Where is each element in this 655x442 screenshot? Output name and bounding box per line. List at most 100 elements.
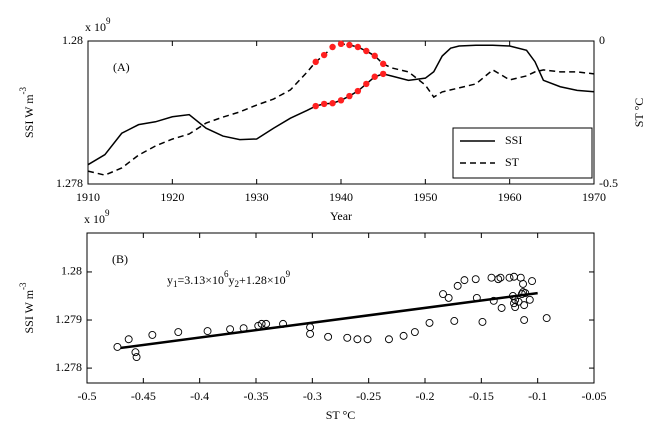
multiplier-base: x 10	[85, 20, 106, 34]
x-tick-label: 1920	[160, 190, 184, 204]
scatter-point	[494, 275, 503, 284]
scatter-point	[519, 280, 527, 288]
scatter-point	[520, 316, 529, 324]
scatter-point	[497, 304, 506, 312]
scatter-point	[148, 330, 157, 339]
panel-title: (B)	[112, 252, 128, 266]
y-tick-label: 1.278	[55, 360, 82, 374]
x-tick-label: -0.2	[416, 389, 435, 403]
x-tick-label: -0.3	[303, 389, 322, 403]
y-tick-label: 1.28	[62, 33, 83, 47]
scatter-point	[324, 332, 333, 341]
highlight-dot	[312, 58, 319, 66]
equation-part: y	[167, 273, 173, 287]
scatter-point	[343, 333, 352, 342]
highlight-dot	[329, 100, 336, 107]
highlight-dot	[320, 100, 328, 108]
x-tick-label: -0.45	[131, 389, 156, 403]
scatter-point	[487, 273, 496, 282]
scatter-point	[439, 290, 447, 299]
highlight-dot	[337, 97, 345, 104]
scatter-point	[353, 335, 362, 344]
highlight-dot	[379, 60, 387, 68]
scatter-point	[226, 325, 235, 334]
series-line	[87, 43, 595, 176]
axis-multiplier: x 109	[85, 16, 111, 34]
highlight-dot	[320, 51, 328, 59]
highlight-dot	[312, 102, 319, 110]
scatter-point	[174, 328, 183, 336]
y2-axis-label: ST °C	[632, 98, 646, 128]
highlight-dot	[329, 43, 336, 51]
legend-label: ST	[505, 155, 520, 169]
scatter-point	[514, 297, 523, 306]
equation-part: 6	[224, 269, 229, 279]
scatter-point	[262, 319, 271, 328]
x-tick-label: -0.05	[582, 389, 607, 403]
highlight-dot	[371, 73, 378, 80]
scatter-point	[542, 314, 551, 323]
highlight-dot	[337, 40, 345, 48]
x-tick-label: -0.1	[528, 389, 547, 403]
scatter-point	[453, 281, 462, 290]
y-label-text: SSI W m	[22, 94, 36, 138]
y2-tick-label: -0.5	[599, 176, 618, 190]
multiplier-exp: 9	[106, 16, 111, 26]
panel: -0.5 -0.45 -0.4 -0.35 -0.3 -0.25 -0.2 -0.15 -0.1…	[18, 208, 606, 422]
equation-part: 9	[286, 269, 291, 279]
highlight-dot	[379, 70, 387, 78]
y-label-exp: -3	[18, 282, 28, 290]
scatter-point	[425, 318, 434, 327]
x-axis-label: Year	[330, 209, 352, 223]
multiplier-exp: 9	[105, 208, 110, 218]
scatter-point	[363, 335, 372, 344]
x-tick-label: -0.4	[190, 389, 209, 403]
scatter-point	[132, 353, 141, 361]
y-label-exp: -3	[18, 86, 28, 94]
legend-label: SSI	[505, 133, 522, 147]
y-tick-label: 1.28	[61, 264, 82, 278]
x-tick-label: 1940	[329, 190, 353, 204]
scatter-point	[471, 275, 480, 284]
highlight-dot	[354, 43, 362, 51]
scatter-point	[257, 319, 266, 328]
x-tick-label: -0.15	[469, 389, 494, 403]
y-tick-label: 1.279	[55, 312, 82, 326]
highlight-dot	[371, 52, 378, 60]
x-tick-label: 1970	[582, 190, 606, 204]
scatter-point	[489, 296, 498, 305]
scatter-point	[520, 301, 529, 310]
scatter-point	[511, 303, 520, 311]
x-tick-label: -0.5	[78, 389, 97, 403]
fit-line	[120, 291, 538, 350]
scatter-point	[410, 328, 419, 336]
legend-box	[452, 127, 593, 179]
scatter-point	[510, 299, 518, 308]
equation-part: +1.28×10	[239, 273, 286, 287]
scatter-point	[124, 335, 133, 344]
scatter-point	[113, 342, 122, 351]
highlight-dot	[346, 41, 353, 49]
equation-part: 1	[173, 279, 178, 289]
scatter-point	[478, 317, 487, 326]
x-tick-label: 1930	[245, 190, 269, 204]
x-tick-label: 1910	[76, 190, 100, 204]
scatter-point	[444, 293, 453, 302]
scatter-point	[203, 327, 212, 336]
scatter-point	[496, 273, 505, 282]
scatter-point	[399, 331, 408, 340]
equation-part: y	[229, 273, 235, 287]
scatter-point	[384, 335, 393, 344]
equation-part: 2	[235, 279, 240, 289]
scatter-point	[450, 317, 459, 325]
scatter-point	[505, 273, 514, 282]
highlight-dot	[354, 87, 362, 95]
scatter-point	[131, 348, 140, 357]
highlight-dot	[363, 47, 370, 55]
plot-frame	[86, 232, 595, 384]
panel: 1910 1920 1930 1940 1950 1960 1970 1.278 1.28 -0.…	[18, 16, 646, 223]
panel-title: (A)	[113, 60, 130, 74]
y-label-text: SSI W m	[22, 289, 36, 333]
y-tick-label: 1.278	[56, 176, 83, 190]
